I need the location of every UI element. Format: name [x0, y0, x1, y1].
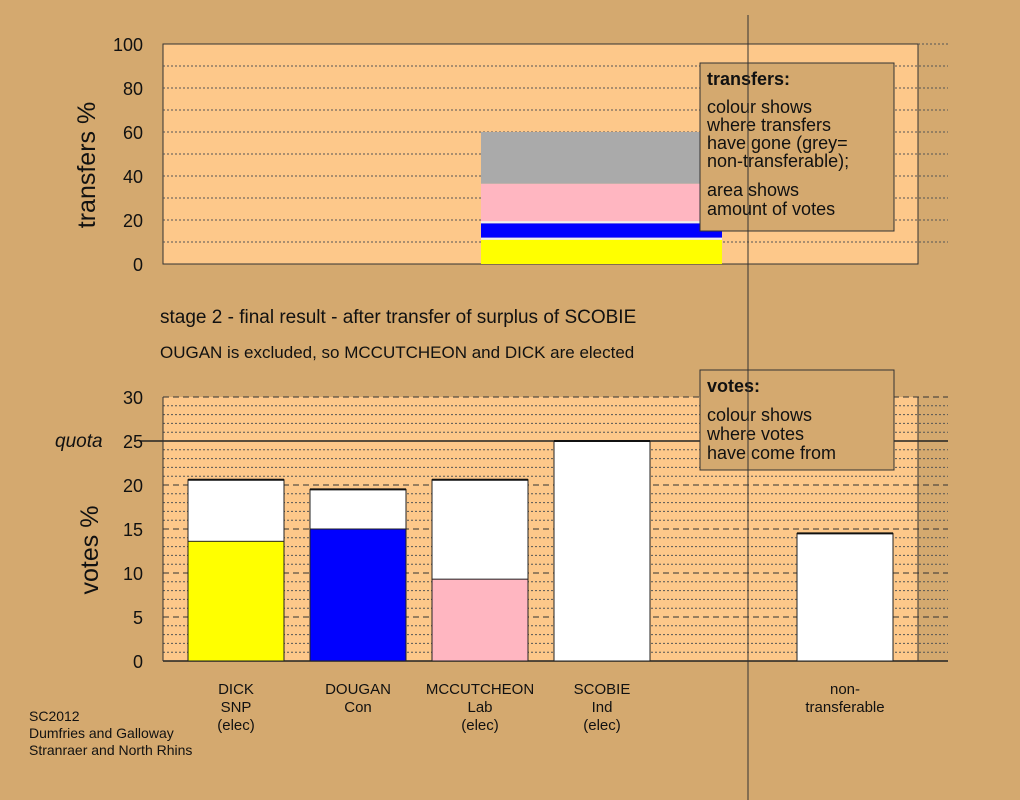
vote-bar-transferred — [553, 440, 651, 662]
transfers-legend-line: have gone (grey= — [707, 133, 848, 153]
stage-caption: stage 2 - final result - after transfer … — [160, 307, 636, 328]
y-tick-label: 80 — [123, 79, 143, 99]
transfers-legend-line: amount of votes — [707, 199, 835, 219]
footer-line: Dumfries and Galloway — [29, 725, 174, 741]
y-tick-label: 15 — [123, 520, 143, 540]
transfers-legend-title: transfers: — [707, 69, 790, 89]
category-label: (elec) — [583, 717, 621, 734]
transfers-y-ticks: 0 20 40 60 80 100 — [113, 35, 143, 275]
transfers-legend: transfers: colour shows where transfers … — [699, 62, 895, 232]
category-label: (elec) — [461, 717, 499, 734]
quota-label: quota — [55, 431, 103, 452]
category-label: DOUGAN — [325, 681, 391, 698]
footer-line: Stranraer and North Rhins — [29, 742, 192, 758]
result-note: OUGAN is excluded, so MCCUTCHEON and DIC… — [160, 343, 634, 362]
votes-legend-line: have come from — [707, 443, 836, 463]
category-label: Ind — [592, 699, 613, 716]
category-label: Lab — [467, 699, 492, 716]
category-label: SNP — [221, 699, 252, 716]
category-label: Con — [344, 699, 372, 716]
transfer-segment — [481, 223, 722, 238]
votes-bars — [187, 440, 894, 662]
category-label: (elec) — [217, 717, 255, 734]
y-tick-label: 25 — [123, 432, 143, 452]
footer-line: SC2012 — [29, 708, 80, 724]
votes-legend-title: votes: — [707, 376, 760, 396]
y-tick-label: 100 — [113, 35, 143, 55]
y-tick-label: 10 — [123, 564, 143, 584]
y-tick-label: 30 — [123, 388, 143, 408]
category-label: SCOBIE — [574, 681, 631, 698]
votes-category-labels: DICKSNP(elec)DOUGANConMCCUTCHEONLab(elec… — [217, 681, 884, 734]
category-label: transferable — [805, 699, 884, 716]
transfers-legend-line: where transfers — [706, 115, 831, 135]
votes-y-axis-label: votes % — [76, 506, 104, 595]
vote-bar-base — [431, 578, 529, 662]
transfers-legend-line: non-transferable); — [707, 151, 849, 171]
category-label: DICK — [218, 681, 254, 698]
transfer-segment — [481, 239, 722, 264]
y-tick-label: 0 — [133, 255, 143, 275]
transfer-segment — [481, 183, 722, 222]
vote-bar-base — [187, 540, 285, 662]
votes-legend-line: colour shows — [707, 405, 812, 425]
vote-bar-transferred — [796, 532, 894, 662]
transfers-legend-line: colour shows — [707, 97, 812, 117]
category-label: non- — [830, 681, 860, 698]
votes-legend: votes: colour shows where votes have com… — [699, 369, 895, 471]
vote-bar-base — [309, 528, 407, 662]
votes-legend-line: where votes — [706, 424, 804, 444]
y-tick-label: 40 — [123, 167, 143, 187]
transfer-segment — [481, 221, 722, 224]
y-tick-label: 5 — [133, 608, 143, 628]
transfer-segment — [481, 132, 722, 184]
transfers-y-axis-label: transfers % — [73, 102, 101, 228]
transfer-segment — [481, 237, 722, 240]
y-tick-label: 0 — [133, 652, 143, 672]
transfers-legend-line: area shows — [707, 180, 799, 200]
category-label: MCCUTCHEON — [426, 681, 534, 698]
votes-y-ticks: 0 5 10 15 20 25 30 — [123, 388, 143, 672]
transfers-bar — [481, 132, 722, 264]
y-tick-label: 20 — [123, 211, 143, 231]
y-tick-label: 60 — [123, 123, 143, 143]
y-tick-label: 20 — [123, 476, 143, 496]
